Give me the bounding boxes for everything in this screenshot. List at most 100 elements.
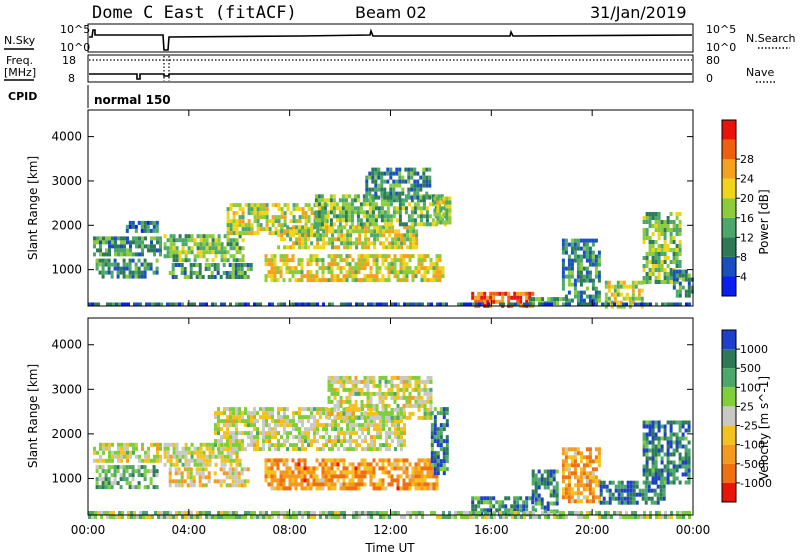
heatmap-cell <box>403 439 406 444</box>
heatmap-cell <box>247 435 250 440</box>
heatmap-cell <box>597 483 601 488</box>
heatmap-cell <box>687 448 691 453</box>
heatmap-cell <box>597 479 601 484</box>
heatmap-cell <box>363 403 367 408</box>
heatmap-cell <box>585 479 589 484</box>
heatmap-cell <box>286 511 289 515</box>
heatmap-cell <box>265 435 268 440</box>
heatmap-cell <box>669 468 673 473</box>
heatmap-cell <box>513 496 517 501</box>
heatmap-cell <box>405 254 409 259</box>
heatmap-cell <box>274 227 278 232</box>
heatmap-cell <box>279 478 283 483</box>
heatmap-cell <box>389 183 393 188</box>
heatmap-cell <box>177 263 181 267</box>
heatmap-cell <box>345 254 349 259</box>
cpid-panel: CPID normal 150 <box>8 85 171 108</box>
heatmap-cell <box>313 245 317 250</box>
heatmap-cell <box>420 486 424 491</box>
heatmap-cell <box>154 302 157 307</box>
heatmap-cell <box>398 179 402 184</box>
heatmap-cell <box>175 238 179 243</box>
heatmap-cell <box>396 462 400 467</box>
heatmap-cell <box>375 254 379 259</box>
heatmap-cell <box>547 515 550 519</box>
heatmap-cell <box>184 238 188 243</box>
heatmap-cell <box>337 233 341 238</box>
heatmap-cell <box>369 411 373 416</box>
heatmap-cell <box>398 191 402 196</box>
heatmap-cell <box>273 258 277 263</box>
heatmap-cell <box>400 241 404 246</box>
heatmap-cell <box>256 419 259 424</box>
heatmap-cell <box>433 431 437 436</box>
heatmap-cell <box>672 468 676 473</box>
heatmap-cell <box>297 474 301 479</box>
heatmap-cell <box>360 262 364 267</box>
heatmap-cell <box>588 491 592 496</box>
heatmap-cell <box>229 302 232 307</box>
heatmap-cell <box>368 191 372 196</box>
heatmap-cell <box>379 427 382 432</box>
heatmap-cell <box>642 464 646 469</box>
heatmap-cell <box>417 415 421 420</box>
heatmap-cell <box>669 428 673 433</box>
heatmap-cell <box>386 202 390 207</box>
heatmap-cell <box>400 419 403 424</box>
heatmap-cell <box>360 387 364 392</box>
heatmap-cell <box>232 450 236 455</box>
heatmap-cell <box>277 411 280 416</box>
heatmap-cell <box>634 284 638 289</box>
heatmap-cell <box>282 470 286 475</box>
heatmap-cell <box>402 395 406 400</box>
heatmap-cell <box>349 423 352 428</box>
heatmap-cell <box>342 383 346 388</box>
heatmap-cell <box>684 456 688 461</box>
heatmap-cell <box>235 511 238 515</box>
heatmap-cell <box>325 427 328 432</box>
heatmap-cell <box>654 456 658 461</box>
heatmap-cell <box>147 450 150 455</box>
heatmap-cell <box>436 204 440 209</box>
heatmap-cell <box>653 488 657 493</box>
heatmap-cell <box>585 487 589 492</box>
heatmap-cell <box>235 439 238 444</box>
heatmap-cell <box>267 270 271 275</box>
heatmap-cell <box>340 302 343 307</box>
heatmap-cell <box>619 280 623 285</box>
heatmap-cell <box>660 436 664 441</box>
heatmap-cell <box>232 423 235 428</box>
heatmap-cell <box>277 419 280 424</box>
heatmap-cell <box>337 225 341 230</box>
heatmap-cell <box>637 292 641 297</box>
heatmap-cell <box>585 294 589 299</box>
heatmap-cell <box>666 276 670 280</box>
heatmap-cell <box>534 501 538 506</box>
heatmap-cell <box>235 515 238 519</box>
heatmap-cell <box>678 285 682 290</box>
heatmap-cell <box>492 291 496 296</box>
heatmap-cell <box>394 431 397 436</box>
heatmap-cell <box>525 504 529 509</box>
heatmap-cell <box>399 262 403 267</box>
heatmap-cell <box>384 375 388 380</box>
heatmap-cell <box>237 479 241 484</box>
heatmap-cell <box>507 291 511 296</box>
heatmap-cell <box>205 234 209 239</box>
heatmap-cell <box>366 399 370 404</box>
heatmap-cell <box>391 237 395 242</box>
heatmap-cell <box>428 183 432 188</box>
heatmap-cell <box>412 511 415 515</box>
heatmap-cell <box>348 395 352 400</box>
heatmap-cell <box>337 511 340 515</box>
heatmap-cell <box>345 278 349 283</box>
heatmap-cell <box>678 464 682 469</box>
colorbar-tick-label: 1000 <box>740 343 768 356</box>
heatmap-cell <box>338 210 342 215</box>
heatmap-cell <box>675 476 679 481</box>
heatmap-cell <box>543 505 547 510</box>
heatmap-cell <box>648 224 652 228</box>
heatmap-cell <box>576 491 580 496</box>
heatmap-cell <box>217 454 221 459</box>
heatmap-cell <box>364 411 367 416</box>
